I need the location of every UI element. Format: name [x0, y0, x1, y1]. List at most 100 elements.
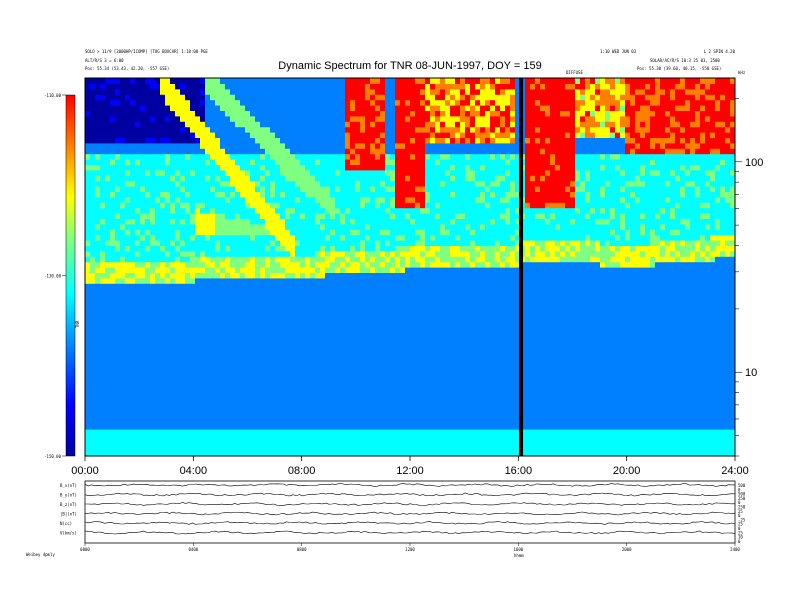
spectrum-cell [290, 288, 296, 295]
spectrum-cell [385, 78, 391, 84]
spectrum-cell [225, 337, 231, 344]
spectrum-cell [420, 218, 426, 225]
spectrum-cell [280, 348, 286, 354]
spectrum-cell [205, 283, 211, 290]
spectrum-cell [275, 283, 281, 290]
spectrum-cell [180, 169, 186, 176]
spectrum-cell [410, 418, 416, 425]
spectrum-cell [380, 240, 386, 246]
spectrum-cell [230, 277, 236, 284]
spectrum-cell [350, 358, 356, 365]
spectrum-cell [170, 358, 176, 365]
spectrum-cell [245, 169, 251, 176]
spectrum-cell [235, 213, 241, 219]
spectrum-cell [220, 299, 226, 306]
spectrum-cell [230, 450, 236, 456]
spectrum-cell [100, 402, 106, 408]
spectrum-cell [300, 137, 306, 144]
spectrum-cell [340, 364, 346, 371]
spectrum-cell [120, 110, 126, 117]
spectrum-cell [240, 126, 246, 133]
spectrum-cell [365, 283, 371, 290]
spectrum-cell [140, 261, 146, 268]
spectrum-cell [395, 315, 401, 322]
spectrum-cell [165, 175, 171, 182]
spectrum-cell [385, 186, 391, 192]
spectrum-cell [290, 142, 296, 149]
spectrum-cell [285, 358, 291, 365]
spectrum-cell [340, 299, 346, 306]
spectrum-cell [350, 299, 356, 306]
spectrum-cell [415, 169, 421, 176]
spectrum-cell [165, 342, 171, 349]
spectrum-cell [325, 277, 331, 284]
spectrum-cell [100, 218, 106, 225]
spectrum-cell [410, 402, 416, 408]
spectrum-cell [210, 169, 216, 176]
spectrum-cell [220, 337, 226, 344]
spectrum-cell [225, 213, 231, 219]
spectrum-cell [345, 115, 351, 122]
spectrum-cell [375, 402, 381, 408]
spectrum-cell [435, 369, 441, 376]
spectrum-cell [360, 402, 366, 408]
spectrum-cell [345, 364, 351, 371]
spectrum-cell [240, 159, 246, 165]
spectrum-cell [115, 126, 121, 133]
spectrum-cell [405, 207, 411, 214]
spectrum-cell [380, 88, 386, 95]
spectrum-cell [370, 294, 376, 300]
spectrum-cell [265, 207, 271, 214]
spectrum-cell [360, 407, 366, 414]
spectrum-cell [215, 337, 221, 344]
spectrum-cell [140, 434, 146, 441]
spectrum-cell [125, 78, 131, 84]
spectrum-cell [110, 326, 116, 333]
spectrum-cell [240, 391, 246, 398]
spectrum-cell [250, 88, 256, 95]
spectrum-cell [185, 115, 191, 122]
spectrum-cell [95, 294, 101, 300]
spectrum-cell [435, 364, 441, 371]
spectrum-cell [400, 191, 406, 198]
spectrum-cell [355, 148, 361, 155]
spectrum-cell [320, 450, 326, 456]
spectrum-cell [420, 169, 426, 176]
spectrum-cell [190, 310, 196, 317]
spectrum-cell [125, 294, 131, 300]
spectrum-cell [375, 126, 381, 133]
spectrum-cell [355, 380, 361, 387]
spectrum-cell [175, 110, 181, 117]
spectrum-cell [280, 164, 286, 171]
spectrum-cell [195, 180, 201, 187]
spectrum-cell [360, 294, 366, 300]
spectrum-cell [395, 132, 401, 138]
spectrum-cell [155, 310, 161, 317]
spectrum-cell [320, 132, 326, 138]
spectrum-cell [100, 256, 106, 263]
spectrum-cell [195, 137, 201, 144]
spectrum-cell [120, 348, 126, 354]
spectrum-cell [120, 418, 126, 425]
spectrum-cell [340, 207, 346, 214]
spectrum-cell [145, 202, 151, 209]
spectrum-cell [165, 407, 171, 414]
spectrum-cell [310, 423, 316, 430]
spectrum-cell [125, 94, 131, 101]
spectrum-cell [415, 353, 421, 360]
spectrum-cell [135, 110, 141, 117]
spectrum-cell [365, 110, 371, 117]
spectrum-cell [355, 94, 361, 101]
spectrum-cell [415, 407, 421, 414]
spectrum-cell [140, 94, 146, 101]
spectrum-cell [280, 115, 286, 122]
spectrum-cell [355, 213, 361, 219]
spectrum-cell [295, 132, 301, 138]
spectrum-cell [95, 439, 101, 446]
spectrum-cell [285, 364, 291, 371]
spectrum-cell [405, 175, 411, 182]
spectrum-cell [390, 132, 396, 138]
spectrum-cell [85, 240, 91, 246]
spectrum-cell [250, 159, 256, 165]
spectrum-cell [190, 358, 196, 365]
